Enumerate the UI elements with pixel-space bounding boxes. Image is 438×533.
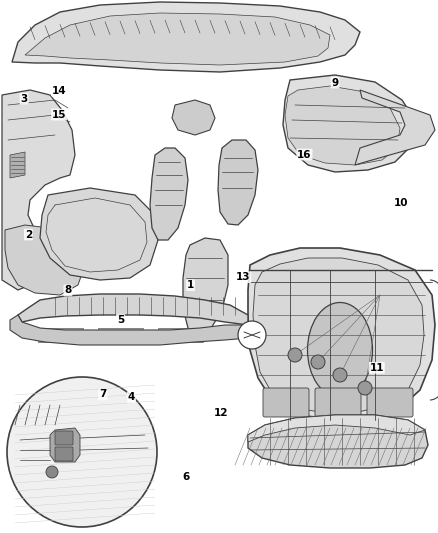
Text: 4: 4	[128, 392, 135, 402]
Circle shape	[333, 368, 347, 382]
Polygon shape	[248, 415, 425, 442]
Text: 8: 8	[64, 286, 71, 295]
Text: 3: 3	[21, 94, 28, 103]
Circle shape	[7, 377, 157, 527]
FancyBboxPatch shape	[55, 431, 73, 445]
Polygon shape	[150, 148, 188, 240]
Circle shape	[46, 466, 58, 478]
Text: 6: 6	[183, 472, 190, 482]
Polygon shape	[253, 258, 424, 413]
Polygon shape	[183, 238, 228, 335]
Polygon shape	[10, 152, 25, 178]
FancyBboxPatch shape	[263, 388, 309, 417]
Text: 5: 5	[117, 315, 124, 325]
Text: 9: 9	[332, 78, 339, 87]
Polygon shape	[38, 328, 83, 342]
Polygon shape	[283, 75, 415, 172]
Text: 2: 2	[25, 230, 32, 239]
Circle shape	[358, 381, 372, 395]
FancyBboxPatch shape	[55, 447, 73, 461]
Polygon shape	[25, 13, 330, 65]
Polygon shape	[285, 86, 400, 165]
Text: 16: 16	[297, 150, 312, 159]
FancyBboxPatch shape	[367, 388, 413, 417]
Circle shape	[238, 321, 266, 349]
Polygon shape	[218, 140, 258, 225]
Polygon shape	[248, 248, 435, 420]
Polygon shape	[248, 415, 428, 468]
Text: 11: 11	[369, 363, 384, 373]
Polygon shape	[98, 328, 143, 342]
Polygon shape	[158, 328, 203, 342]
Circle shape	[288, 348, 302, 362]
Text: 12: 12	[214, 408, 229, 418]
Text: 10: 10	[393, 198, 408, 207]
Text: 13: 13	[236, 272, 251, 282]
Ellipse shape	[307, 303, 372, 398]
Polygon shape	[50, 428, 80, 462]
FancyBboxPatch shape	[227, 197, 247, 213]
Polygon shape	[10, 315, 248, 345]
Polygon shape	[172, 100, 215, 135]
Text: 7: 7	[99, 390, 106, 399]
Polygon shape	[355, 90, 435, 165]
Text: 14: 14	[52, 86, 67, 95]
Text: 1: 1	[187, 280, 194, 290]
Polygon shape	[12, 2, 360, 72]
Polygon shape	[40, 188, 158, 280]
Text: 15: 15	[52, 110, 67, 119]
Polygon shape	[5, 225, 85, 295]
Polygon shape	[18, 294, 248, 325]
FancyBboxPatch shape	[315, 388, 361, 417]
Polygon shape	[2, 90, 75, 290]
Circle shape	[311, 355, 325, 369]
